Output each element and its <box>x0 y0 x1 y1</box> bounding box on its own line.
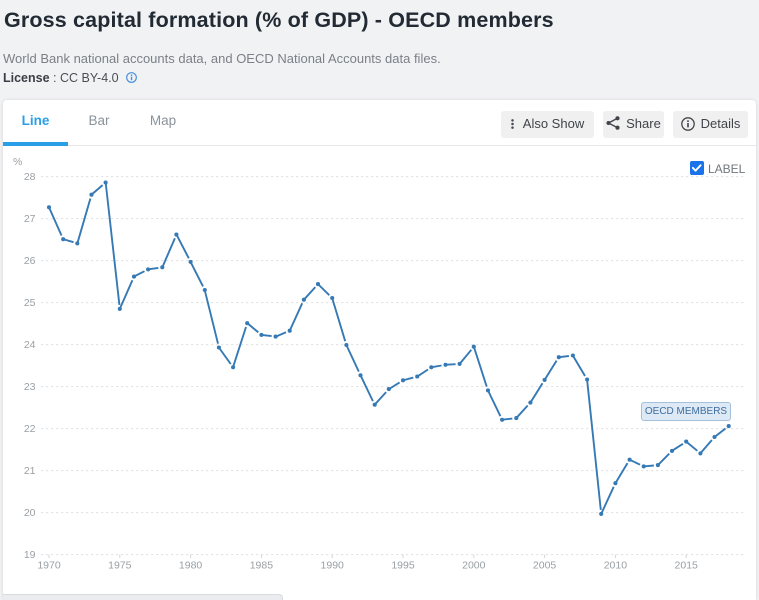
svg-text:1990: 1990 <box>321 560 345 572</box>
svg-text:%: % <box>13 156 22 168</box>
svg-text:25: 25 <box>24 297 36 309</box>
svg-text:28: 28 <box>24 171 36 183</box>
svg-text:1970: 1970 <box>37 560 61 572</box>
svg-text:26: 26 <box>24 255 36 267</box>
svg-text:2000: 2000 <box>462 560 486 572</box>
svg-text:2005: 2005 <box>533 560 557 572</box>
svg-text:1975: 1975 <box>108 560 132 572</box>
svg-text:1995: 1995 <box>391 560 415 572</box>
svg-text:20: 20 <box>24 507 36 519</box>
svg-text:24: 24 <box>24 339 36 351</box>
svg-text:23: 23 <box>24 381 36 393</box>
svg-text:2015: 2015 <box>675 560 699 572</box>
svg-text:19: 19 <box>24 549 36 561</box>
svg-text:22: 22 <box>24 423 36 435</box>
svg-text:2010: 2010 <box>604 560 628 572</box>
svg-text:27: 27 <box>24 213 36 225</box>
svg-text:1985: 1985 <box>250 560 274 572</box>
svg-text:21: 21 <box>24 465 36 477</box>
svg-text:1980: 1980 <box>179 560 203 572</box>
